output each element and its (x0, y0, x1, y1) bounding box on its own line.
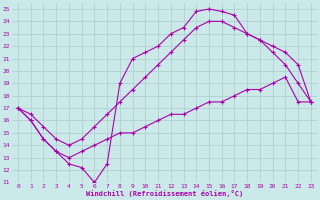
X-axis label: Windchill (Refroidissement éolien,°C): Windchill (Refroidissement éolien,°C) (86, 190, 243, 197)
